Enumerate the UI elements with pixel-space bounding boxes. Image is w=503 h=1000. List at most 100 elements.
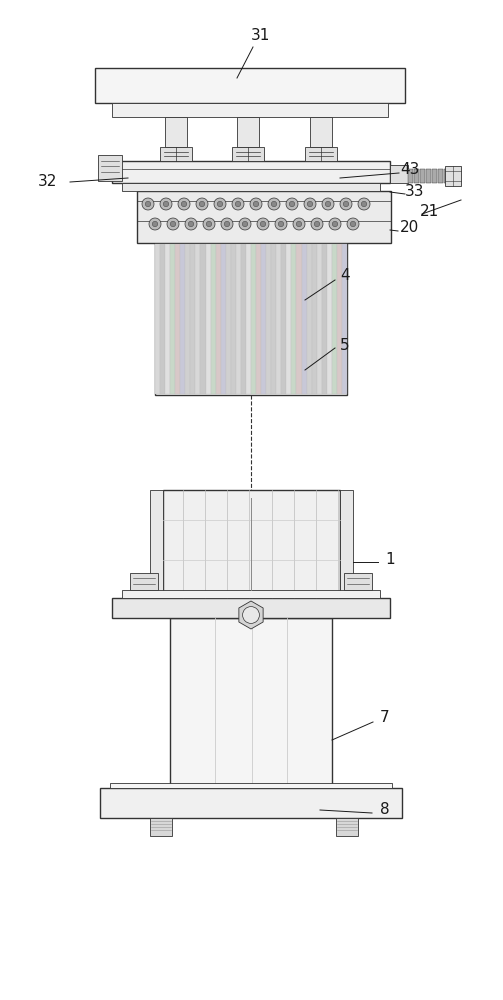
Bar bbox=[296, 244, 301, 394]
Circle shape bbox=[332, 221, 338, 227]
Bar bbox=[221, 244, 226, 394]
Bar bbox=[201, 244, 206, 394]
Circle shape bbox=[214, 198, 226, 210]
Text: 1: 1 bbox=[385, 552, 395, 568]
Circle shape bbox=[242, 607, 260, 623]
Text: 32: 32 bbox=[38, 174, 58, 190]
Bar bbox=[276, 244, 281, 394]
Bar bbox=[271, 244, 276, 394]
Bar bbox=[420, 169, 425, 183]
Bar bbox=[130, 573, 158, 590]
Circle shape bbox=[307, 201, 313, 207]
Bar bbox=[112, 598, 390, 618]
Bar bbox=[112, 161, 390, 183]
Circle shape bbox=[350, 221, 356, 227]
Bar bbox=[312, 244, 317, 394]
Bar bbox=[100, 788, 402, 818]
Bar bbox=[122, 590, 380, 598]
Circle shape bbox=[196, 198, 208, 210]
Bar bbox=[445, 166, 461, 186]
Circle shape bbox=[260, 221, 266, 227]
Circle shape bbox=[232, 198, 244, 210]
Bar bbox=[336, 818, 358, 836]
Circle shape bbox=[268, 198, 280, 210]
Bar bbox=[237, 117, 259, 147]
Text: 43: 43 bbox=[400, 162, 420, 178]
Bar bbox=[95, 68, 405, 103]
Bar bbox=[98, 155, 122, 181]
Circle shape bbox=[145, 201, 151, 207]
Bar bbox=[305, 147, 337, 161]
Bar bbox=[110, 783, 392, 788]
Bar bbox=[170, 244, 175, 394]
Bar bbox=[344, 573, 372, 590]
Bar bbox=[281, 244, 286, 394]
Bar bbox=[444, 169, 449, 183]
Circle shape bbox=[271, 201, 277, 207]
Circle shape bbox=[278, 221, 284, 227]
Bar bbox=[337, 244, 342, 394]
Circle shape bbox=[217, 201, 223, 207]
Text: 33: 33 bbox=[405, 184, 425, 200]
Bar bbox=[160, 244, 165, 394]
Bar bbox=[206, 244, 211, 394]
Text: 5: 5 bbox=[340, 338, 350, 353]
Bar bbox=[232, 147, 264, 161]
Bar bbox=[196, 244, 201, 394]
Bar bbox=[426, 169, 431, 183]
Text: 7: 7 bbox=[380, 710, 390, 726]
Bar bbox=[438, 169, 443, 183]
Bar bbox=[251, 244, 256, 394]
Circle shape bbox=[160, 198, 172, 210]
Circle shape bbox=[250, 198, 262, 210]
Circle shape bbox=[286, 198, 298, 210]
Circle shape bbox=[185, 218, 197, 230]
Circle shape bbox=[171, 221, 176, 227]
Bar bbox=[155, 243, 347, 395]
Bar bbox=[342, 244, 347, 394]
Text: 31: 31 bbox=[252, 27, 271, 42]
Bar bbox=[165, 244, 170, 394]
Circle shape bbox=[289, 201, 295, 207]
Circle shape bbox=[224, 221, 230, 227]
Circle shape bbox=[311, 218, 323, 230]
Circle shape bbox=[275, 218, 287, 230]
Text: 4: 4 bbox=[340, 267, 350, 282]
Bar bbox=[216, 244, 221, 394]
Bar bbox=[241, 244, 246, 394]
Bar bbox=[150, 490, 163, 598]
Bar bbox=[291, 244, 296, 394]
Bar bbox=[160, 147, 192, 161]
Bar bbox=[307, 244, 312, 394]
Circle shape bbox=[361, 201, 367, 207]
Circle shape bbox=[257, 218, 269, 230]
Text: 21: 21 bbox=[421, 205, 440, 220]
Text: 20: 20 bbox=[400, 221, 420, 235]
Bar bbox=[165, 117, 187, 147]
Bar bbox=[211, 244, 216, 394]
Bar bbox=[432, 169, 437, 183]
Circle shape bbox=[199, 201, 205, 207]
Circle shape bbox=[188, 221, 194, 227]
Bar bbox=[190, 244, 196, 394]
Circle shape bbox=[203, 218, 215, 230]
Circle shape bbox=[221, 218, 233, 230]
Bar bbox=[185, 244, 190, 394]
Bar bbox=[231, 244, 236, 394]
Circle shape bbox=[242, 221, 247, 227]
Bar bbox=[155, 244, 160, 394]
Circle shape bbox=[163, 201, 169, 207]
Circle shape bbox=[304, 198, 316, 210]
Circle shape bbox=[296, 221, 302, 227]
Text: 8: 8 bbox=[380, 802, 390, 818]
Circle shape bbox=[293, 218, 305, 230]
Circle shape bbox=[181, 201, 187, 207]
Bar bbox=[340, 490, 353, 598]
Circle shape bbox=[322, 198, 334, 210]
Bar bbox=[390, 165, 408, 183]
Bar bbox=[256, 244, 261, 394]
Circle shape bbox=[325, 201, 330, 207]
Bar bbox=[327, 244, 332, 394]
Circle shape bbox=[344, 201, 349, 207]
Circle shape bbox=[149, 218, 161, 230]
